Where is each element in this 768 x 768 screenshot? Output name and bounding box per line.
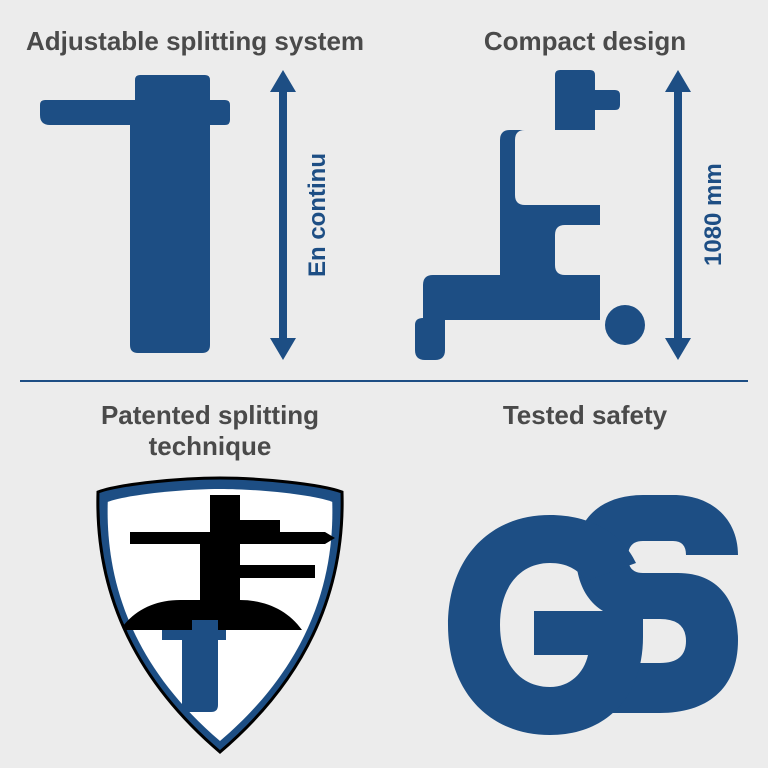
height-arrow-icon: [268, 70, 298, 360]
height-arrow-icon: [663, 70, 693, 360]
title-compact-design: Compact design: [415, 26, 755, 57]
adjustable-splitter-icon: [40, 75, 270, 355]
shield-badge-icon: [90, 470, 350, 760]
title-adjustable-splitting: Adjustable splitting system: [25, 26, 365, 57]
title-tested-safety: Tested safety: [415, 400, 755, 431]
compact-design-icon: [415, 70, 645, 360]
label-en-continu: En continu: [304, 120, 332, 310]
infographic-canvas: Adjustable splitting system En continu C…: [0, 0, 768, 768]
horizontal-divider: [20, 380, 748, 382]
label-1080mm: 1080 mm: [700, 120, 728, 310]
gs-mark-icon: [438, 495, 738, 735]
title-patented-technique: Patented splitting technique: [40, 400, 380, 462]
